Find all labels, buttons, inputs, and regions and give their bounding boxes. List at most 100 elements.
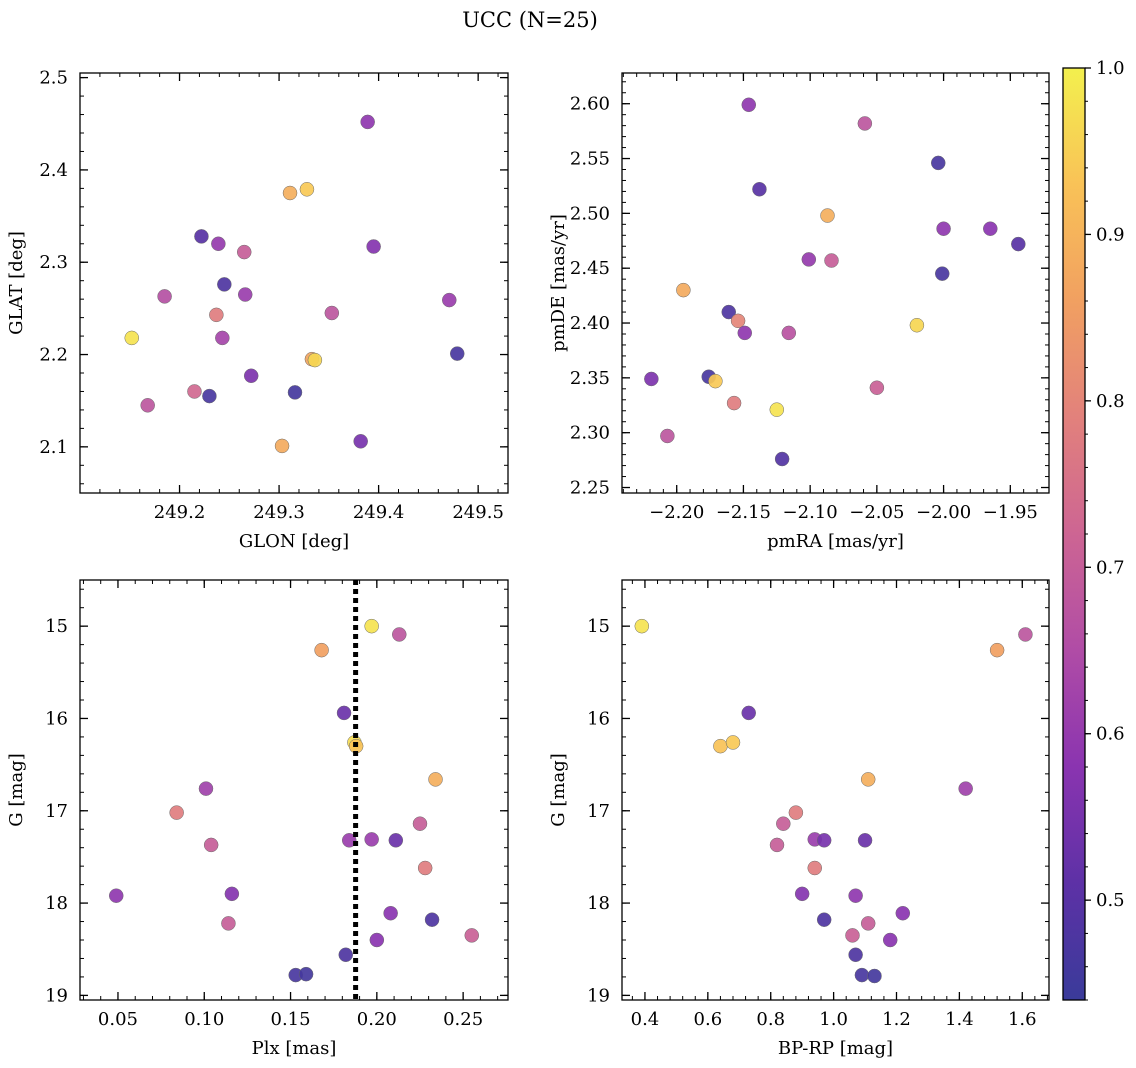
data-point (366, 239, 381, 254)
x-tick-label: −2.20 (649, 502, 704, 523)
x-tick-label: 1.0 (819, 1009, 848, 1030)
data-point (860, 916, 876, 931)
data-point (442, 292, 457, 308)
x-tick-label: −2.10 (783, 502, 838, 523)
plot-frame (79, 579, 509, 1001)
data-point (769, 837, 785, 853)
x-axis-label: Plx [mas] (252, 1038, 337, 1059)
y-tick-label: 15 (45, 616, 68, 637)
data-point (169, 805, 184, 820)
data-point (287, 385, 303, 400)
y-tick-label: 2.45 (570, 258, 610, 279)
y-axis-label: G [mag] (6, 753, 27, 826)
data-point (807, 860, 822, 876)
scatter-points (124, 114, 465, 454)
data-point (936, 221, 951, 236)
data-point (820, 208, 835, 223)
x-tick-label: 0.25 (443, 1009, 483, 1030)
data-point (776, 816, 791, 831)
y-tick-label: 16 (45, 708, 68, 729)
data-point (364, 832, 379, 847)
data-point (737, 325, 753, 341)
y-tick-label: 2.1 (39, 437, 68, 458)
data-point (1011, 236, 1026, 252)
data-point (449, 346, 465, 361)
data-point (194, 229, 209, 244)
data-point (324, 305, 340, 321)
y-tick-label: 17 (587, 801, 610, 822)
y-tick-label: 18 (45, 893, 68, 914)
data-point (713, 738, 728, 754)
data-point (634, 618, 650, 634)
x-tick-label: 1.4 (945, 1009, 974, 1030)
data-point (1018, 627, 1033, 642)
plot-frame (621, 72, 1050, 494)
data-point (794, 886, 810, 902)
plot-frame (621, 579, 1050, 1001)
data-point (157, 289, 172, 304)
data-point (721, 304, 736, 320)
x-tick-label: 249.5 (452, 502, 504, 523)
panel-bprp-g: 0.4 0.6 0.8 1.0 1.2 1.4 1.6 15 16 17 18 19 BP-RP [ma… (548, 579, 1050, 1059)
data-point (274, 438, 290, 454)
y-tick-label: 2.30 (570, 423, 610, 444)
data-point (209, 307, 224, 323)
x-tick-label: −1.95 (983, 502, 1038, 523)
x-tick-label: 249.4 (353, 502, 405, 523)
data-point (424, 912, 440, 927)
data-point (752, 181, 767, 197)
data-point (983, 221, 998, 236)
y-tick-label: 2.60 (570, 94, 610, 115)
y-tick-label: 2.50 (570, 203, 610, 224)
data-point (730, 313, 746, 329)
x-tick-label: −2.05 (849, 502, 904, 523)
data-point (816, 912, 832, 927)
data-point (338, 947, 354, 963)
x-axis-label: BP-RP [mag] (778, 1038, 893, 1059)
x-tick-label: 1.2 (882, 1009, 911, 1030)
x-tick-label: 0.6 (694, 1009, 723, 1030)
data-point (392, 627, 407, 642)
data-point (909, 317, 925, 333)
y-tick-label: 2.3 (39, 252, 68, 273)
colorbar-tick-label: 1.0 (1096, 58, 1125, 79)
scatter-points (644, 97, 1026, 467)
y-tick-label: 17 (45, 801, 68, 822)
data-point (341, 833, 357, 848)
colorbar-gradient (1062, 67, 1086, 1001)
data-point (314, 642, 329, 658)
data-point (860, 772, 876, 787)
y-tick-label: 16 (587, 708, 610, 729)
data-point (464, 928, 480, 943)
x-tick-label: 0.8 (756, 1009, 785, 1030)
x-tick-label: 249.2 (154, 502, 206, 523)
data-point (215, 330, 230, 346)
data-point (816, 833, 832, 848)
data-point (676, 282, 691, 298)
data-point (140, 398, 155, 413)
data-point (211, 236, 226, 252)
data-point (801, 252, 817, 267)
x-tick-label: 0.15 (271, 1009, 311, 1030)
panel-glon-glat: 249.2 249.3 249.4 249.5 2.1 2.2 2.3 2.4 2.5 GLON … (6, 68, 509, 552)
y-tick-label: 2.2 (39, 345, 68, 366)
x-tick-label: −2.00 (916, 502, 971, 523)
y-tick-label: 2.5 (39, 68, 68, 89)
x-tick-label: 0.4 (631, 1009, 660, 1030)
data-point (741, 97, 757, 113)
scatter-points (108, 618, 480, 983)
y-axis-label: GLAT [deg] (6, 231, 27, 335)
data-point (224, 886, 240, 902)
data-point (958, 781, 973, 796)
y-tick-label: 2.35 (570, 368, 610, 389)
panel-plx-g: 0.05 0.10 0.15 0.20 0.25 15 16 17 18 19 Plx [mas] G… (6, 579, 509, 1059)
y-tick-label: 2.25 (570, 478, 610, 499)
x-tick-label: −2.15 (716, 502, 771, 523)
data-point (725, 735, 741, 750)
colorbar-tick-label: 0.9 (1096, 224, 1125, 245)
data-point (237, 287, 253, 302)
data-point (124, 330, 140, 346)
y-tick-label: 18 (587, 893, 610, 914)
colorbar-tick-label: 0.5 (1096, 890, 1125, 911)
data-point (788, 805, 804, 820)
